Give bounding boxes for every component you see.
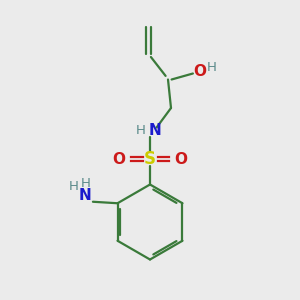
Text: H: H — [69, 180, 79, 193]
Text: O: O — [194, 64, 207, 80]
Text: N: N — [149, 123, 162, 138]
Text: O: O — [112, 152, 126, 166]
Text: N: N — [79, 188, 92, 203]
Text: H: H — [207, 61, 217, 74]
Text: S: S — [144, 150, 156, 168]
Text: H: H — [81, 177, 91, 190]
Text: H: H — [136, 124, 146, 137]
Text: O: O — [174, 152, 188, 166]
